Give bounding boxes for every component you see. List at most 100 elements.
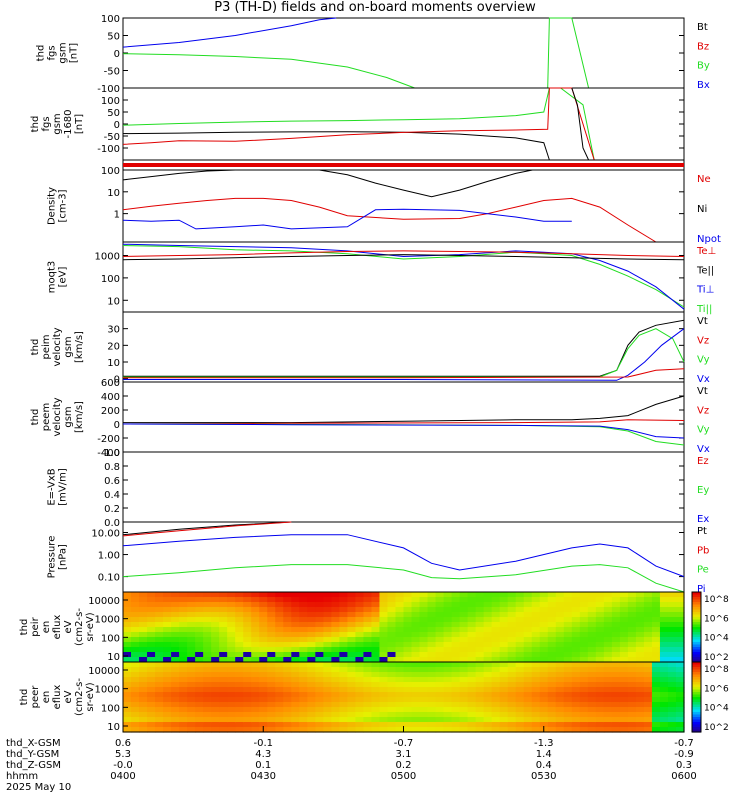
heat-cell bbox=[371, 617, 381, 623]
ylabel-line: sr-eV) bbox=[85, 682, 96, 711]
heat-cell bbox=[219, 682, 228, 688]
heat-cell bbox=[619, 722, 629, 728]
heat-cell bbox=[155, 622, 164, 628]
colorbar-cell bbox=[692, 679, 701, 683]
heat-cell bbox=[475, 712, 485, 718]
heat-cell bbox=[403, 647, 413, 653]
heat-cell bbox=[643, 627, 653, 633]
heat-cell bbox=[659, 652, 669, 658]
heat-cell bbox=[275, 682, 284, 688]
heat-cell bbox=[659, 682, 669, 688]
heat-cell bbox=[659, 637, 669, 643]
heat-cell bbox=[643, 667, 653, 673]
heat-cell bbox=[187, 687, 196, 693]
y-tick-label: -50 bbox=[104, 67, 120, 78]
heat-cell bbox=[539, 702, 549, 708]
heat-cell bbox=[403, 702, 413, 708]
heat-cell bbox=[635, 607, 645, 613]
ylabel-line: Pressure bbox=[47, 536, 58, 579]
heat-cell bbox=[347, 657, 357, 663]
heat-cell bbox=[227, 697, 236, 703]
heat-cell bbox=[643, 657, 653, 663]
heat-cell bbox=[419, 637, 429, 643]
heat-cell bbox=[579, 672, 589, 678]
heat-cell bbox=[187, 697, 196, 703]
heat-cell bbox=[659, 657, 669, 663]
heat-cell bbox=[531, 632, 541, 638]
heat-cell bbox=[667, 642, 677, 648]
heat-cell bbox=[475, 682, 485, 688]
heat-cell bbox=[619, 702, 629, 708]
heat-cell bbox=[459, 677, 469, 683]
heat-cell bbox=[435, 677, 445, 683]
heat-cell bbox=[131, 662, 140, 668]
heat-cell bbox=[379, 697, 389, 703]
heat-cell bbox=[355, 637, 365, 643]
heat-cell bbox=[147, 662, 156, 668]
heat-cell bbox=[331, 712, 340, 718]
heat-cell bbox=[563, 687, 573, 693]
heat-cell bbox=[587, 652, 597, 658]
heat-cell bbox=[459, 637, 469, 643]
heat-cell bbox=[291, 627, 300, 633]
heat-cell bbox=[595, 702, 605, 708]
heat-cell bbox=[355, 647, 365, 653]
heat-cell bbox=[579, 597, 589, 603]
heat-cell bbox=[163, 657, 172, 663]
heat-cell bbox=[251, 702, 260, 708]
heat-cell bbox=[123, 602, 132, 608]
heat-cell bbox=[459, 647, 469, 653]
heat-cell bbox=[563, 637, 573, 643]
heat-cell bbox=[467, 662, 477, 668]
heat-cell bbox=[555, 667, 565, 673]
heat-cell bbox=[603, 692, 613, 698]
heat-cell bbox=[139, 652, 148, 658]
heat-cell bbox=[123, 682, 132, 688]
heat-cell bbox=[355, 722, 365, 728]
heat-cell bbox=[267, 627, 276, 633]
heat-cell bbox=[427, 657, 437, 663]
heat-cell bbox=[675, 607, 685, 613]
heat-cell bbox=[675, 657, 685, 663]
heat-cell bbox=[403, 677, 413, 683]
heat-cell bbox=[651, 697, 661, 703]
heat-cell bbox=[155, 647, 164, 653]
heat-cell bbox=[403, 662, 413, 668]
heat-cell bbox=[643, 622, 653, 628]
heat-cell bbox=[163, 722, 172, 728]
heat-cell bbox=[435, 632, 445, 638]
legend-label: Ex bbox=[697, 514, 709, 525]
heat-cell bbox=[635, 697, 645, 703]
heat-cell bbox=[635, 592, 645, 598]
heat-cell bbox=[459, 597, 469, 603]
heat-cell bbox=[659, 602, 669, 608]
heat-cell bbox=[211, 722, 220, 728]
heat-cell bbox=[363, 637, 373, 643]
heat-cell bbox=[427, 637, 437, 643]
heat-cell bbox=[395, 672, 405, 678]
heat-cell bbox=[539, 617, 549, 623]
heat-cell bbox=[371, 602, 381, 608]
heat-cell bbox=[595, 652, 605, 658]
heat-cell bbox=[131, 647, 140, 653]
heat-cell bbox=[131, 597, 140, 603]
heat-cell bbox=[387, 677, 397, 683]
ylabel-line: velocity bbox=[52, 397, 63, 436]
heat-cell bbox=[675, 672, 685, 678]
heat-cell bbox=[227, 677, 236, 683]
heat-cell bbox=[283, 692, 292, 698]
heat-cell bbox=[275, 662, 284, 668]
heat-cell bbox=[667, 667, 677, 673]
heat-cell bbox=[595, 592, 605, 598]
heat-cell bbox=[483, 692, 493, 698]
heat-cell bbox=[459, 652, 469, 658]
heat-cell bbox=[347, 707, 357, 713]
heat-cell bbox=[643, 687, 653, 693]
ylabel-line: Density bbox=[47, 187, 58, 225]
heat-cell bbox=[515, 642, 525, 648]
heat-cell bbox=[579, 617, 589, 623]
y-tick-label: -50 bbox=[104, 132, 120, 143]
heat-cell bbox=[363, 717, 373, 723]
heat-cell bbox=[219, 612, 228, 618]
heat-cell bbox=[451, 702, 461, 708]
